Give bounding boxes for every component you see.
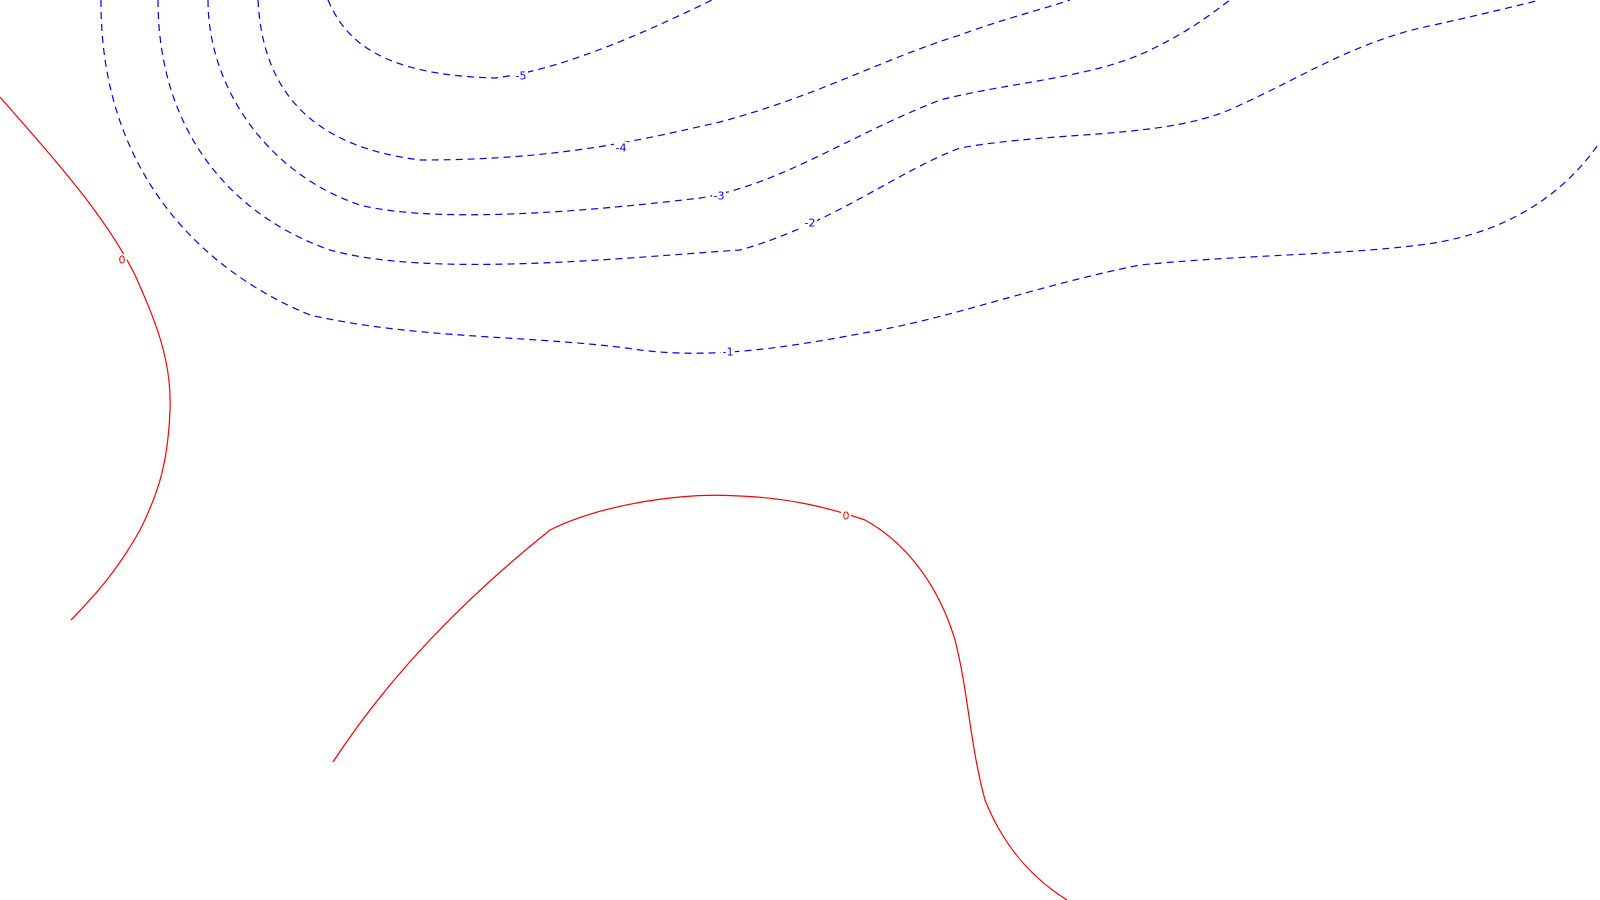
contour-line-neg2 <box>157 0 1541 266</box>
contour-label-neg5: -5 <box>516 70 527 83</box>
contour-line-zero-left <box>0 96 171 621</box>
contour-label-neg4: -4 <box>616 142 627 155</box>
contour-label-neg3: -3 <box>714 190 725 203</box>
contour-line-neg4 <box>257 0 1071 161</box>
contour-line-neg1 <box>100 0 1600 354</box>
contour-label-neg2: -2 <box>805 217 816 230</box>
contour-labels: -5 -4 -3 -2 -1 0 0 <box>117 70 851 523</box>
contour-line-neg5 <box>327 0 713 79</box>
contour-label-neg1: -1 <box>723 346 734 359</box>
contour-label-zero-center: 0 <box>843 510 850 523</box>
contour-label-zero-left: 0 <box>119 254 126 267</box>
contour-line-neg3 <box>207 0 1231 216</box>
